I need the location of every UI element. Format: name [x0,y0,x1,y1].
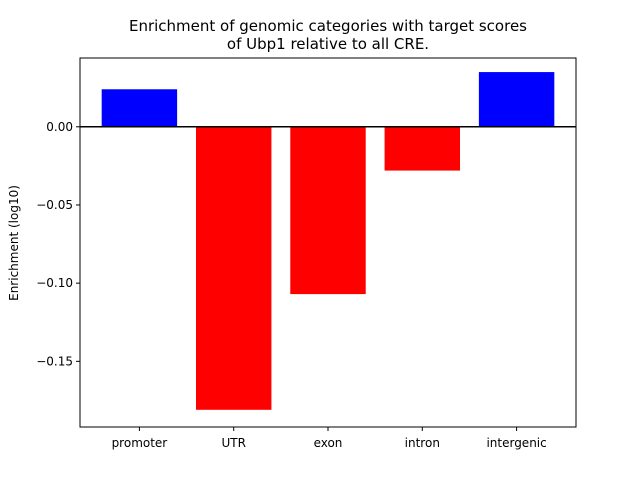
x-tick-label: exon [314,436,343,450]
chart-title-line1: Enrichment of genomic categories with ta… [129,17,527,35]
bar-intergenic [478,72,555,127]
bar-UTR [195,126,272,410]
x-tick-label: intron [405,436,440,450]
bar-intron [384,126,461,171]
bar-promoter [101,89,178,127]
y-tick-label: 0.00 [46,120,73,134]
chart-title-line2: of Ubp1 relative to all CRE. [227,35,429,53]
y-tick-label: −0.05 [36,198,73,212]
y-tick-label: −0.10 [36,276,73,290]
bar-exon [290,126,366,295]
bars-group [101,72,555,410]
x-tick-label: UTR [221,436,245,450]
y-tick-label: −0.15 [36,354,73,368]
y-axis-label: Enrichment (log10) [7,185,21,301]
x-tick-label: promoter [112,436,168,450]
x-tick-label: intergenic [486,436,546,450]
x-axis: promoter UTR exon intron intergenic [112,427,547,450]
y-axis: 0.00 −0.05 −0.10 −0.15 [36,120,80,368]
